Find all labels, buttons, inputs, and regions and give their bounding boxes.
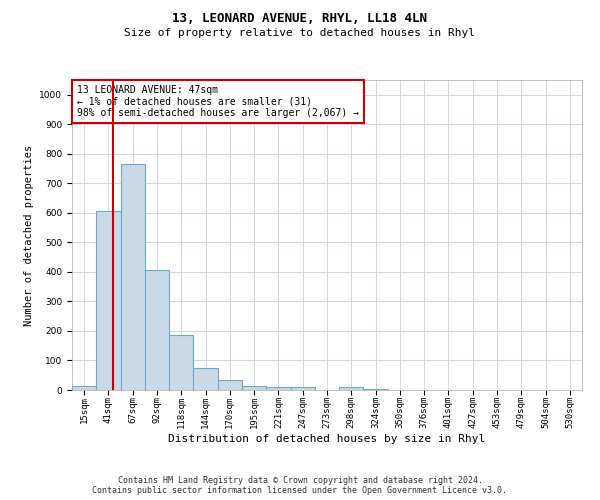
- Bar: [193, 368, 218, 390]
- Text: Contains HM Land Registry data © Crown copyright and database right 2024.
Contai: Contains HM Land Registry data © Crown c…: [92, 476, 508, 495]
- Bar: [145, 270, 169, 390]
- Bar: [266, 387, 290, 390]
- X-axis label: Distribution of detached houses by size in Rhyl: Distribution of detached houses by size …: [169, 434, 485, 444]
- Bar: [218, 380, 242, 390]
- Bar: [121, 164, 145, 390]
- Text: 13 LEONARD AVENUE: 47sqm
← 1% of detached houses are smaller (31)
98% of semi-de: 13 LEONARD AVENUE: 47sqm ← 1% of detache…: [77, 84, 359, 118]
- Text: Size of property relative to detached houses in Rhyl: Size of property relative to detached ho…: [125, 28, 476, 38]
- Bar: [242, 386, 266, 390]
- Bar: [364, 388, 388, 390]
- Bar: [96, 212, 121, 390]
- Bar: [339, 387, 364, 390]
- Text: 13, LEONARD AVENUE, RHYL, LL18 4LN: 13, LEONARD AVENUE, RHYL, LL18 4LN: [173, 12, 427, 26]
- Bar: [169, 336, 193, 390]
- Y-axis label: Number of detached properties: Number of detached properties: [24, 144, 34, 326]
- Bar: [290, 387, 315, 390]
- Bar: [72, 386, 96, 390]
